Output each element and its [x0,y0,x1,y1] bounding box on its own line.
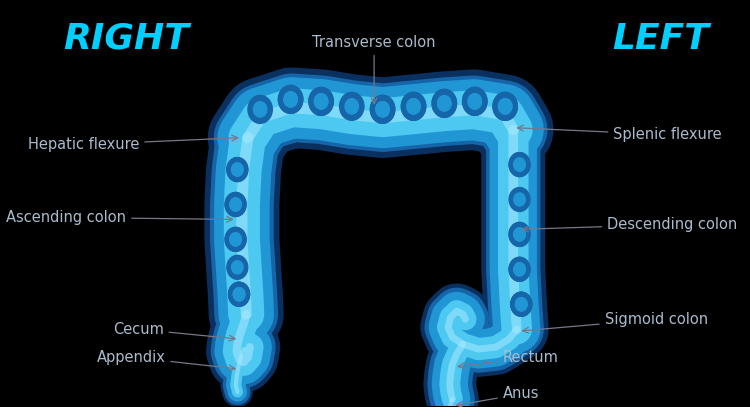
Text: Appendix: Appendix [97,350,235,371]
Circle shape [230,198,242,211]
Circle shape [284,92,297,107]
Circle shape [229,282,250,306]
Circle shape [278,85,303,114]
Circle shape [509,257,530,281]
Circle shape [230,233,242,246]
Circle shape [463,88,487,115]
Circle shape [514,158,525,171]
Circle shape [227,158,248,182]
Circle shape [225,228,246,252]
Circle shape [437,96,451,111]
Circle shape [233,288,244,301]
Circle shape [515,298,527,311]
Circle shape [232,163,243,176]
Circle shape [511,292,532,316]
Circle shape [432,90,457,117]
Circle shape [345,98,358,114]
Text: RIGHT: RIGHT [63,22,189,56]
Circle shape [514,263,525,276]
Circle shape [229,282,250,306]
Circle shape [370,95,394,123]
Circle shape [225,193,246,217]
Circle shape [225,228,246,252]
Circle shape [468,94,482,109]
Circle shape [437,96,451,111]
Circle shape [463,88,487,115]
Circle shape [309,88,333,115]
Circle shape [499,98,512,114]
Circle shape [232,261,243,274]
Circle shape [514,158,525,171]
Circle shape [254,102,267,117]
Circle shape [340,92,364,120]
Circle shape [514,193,525,206]
Circle shape [309,88,333,115]
Circle shape [493,92,517,120]
Text: Anus: Anus [457,387,539,407]
Circle shape [509,153,530,177]
Circle shape [230,198,242,211]
Circle shape [509,223,530,246]
Circle shape [278,85,303,114]
Circle shape [514,228,525,241]
Circle shape [493,92,517,120]
Circle shape [432,90,457,117]
Circle shape [509,153,530,177]
Circle shape [499,98,512,114]
Circle shape [229,282,250,306]
Text: Transverse colon: Transverse colon [312,35,436,103]
Circle shape [232,163,243,176]
Circle shape [514,228,525,241]
Circle shape [511,292,532,316]
Circle shape [514,263,525,276]
Text: Ascending colon: Ascending colon [6,210,232,225]
Circle shape [515,298,527,311]
Circle shape [406,98,420,114]
Circle shape [314,94,328,109]
Circle shape [233,288,244,301]
Circle shape [227,158,248,182]
Text: Splenic flexure: Splenic flexure [518,125,722,142]
Circle shape [401,92,426,120]
Circle shape [509,223,530,246]
Text: Cecum: Cecum [112,322,235,341]
Text: Descending colon: Descending colon [523,217,737,232]
Circle shape [227,255,248,279]
Circle shape [509,188,530,212]
Text: LEFT: LEFT [613,22,710,56]
Circle shape [406,98,420,114]
Circle shape [468,94,482,109]
Text: Rectum: Rectum [458,350,559,369]
Circle shape [230,233,242,246]
Circle shape [225,193,246,217]
Circle shape [284,92,297,107]
Circle shape [248,95,272,123]
Circle shape [515,298,527,311]
Circle shape [511,292,532,316]
Text: Sigmoid colon: Sigmoid colon [523,312,708,333]
Circle shape [376,102,389,117]
Text: Hepatic flexure: Hepatic flexure [28,135,238,152]
Circle shape [233,288,244,301]
Circle shape [370,95,394,123]
Circle shape [509,257,530,281]
Circle shape [401,92,426,120]
Circle shape [314,94,328,109]
Circle shape [376,102,389,117]
